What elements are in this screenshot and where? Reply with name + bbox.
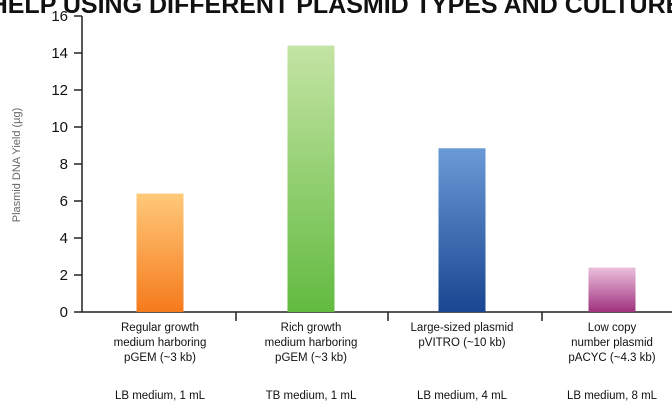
y-tick-label: 0: [60, 304, 68, 321]
y-tick-label: 2: [60, 267, 68, 284]
culture-condition-label: TB medium, 1 mL: [266, 390, 357, 402]
y-tick-label: 6: [60, 193, 68, 210]
chart-title: HELP USING DIFFERENT PLASMID TYPES AND C…: [0, 0, 672, 19]
bar: [287, 45, 335, 312]
bar: [136, 193, 184, 312]
y-tick-label: 4: [60, 230, 68, 247]
x-category-label: Low copy number plasmid pACYC (~4.3 kb): [568, 322, 655, 364]
culture-condition-label: LB medium, 8 mL: [567, 390, 658, 402]
x-category-label: Large-sized plasmid pVITRO (~10 kb): [411, 322, 514, 349]
y-tick-label: 16: [51, 8, 68, 25]
bar: [588, 267, 636, 312]
y-axis-label: Plasmid DNA Yield (µg): [11, 108, 23, 223]
culture-condition-label: LB medium, 4 mL: [417, 390, 508, 402]
y-tick-label: 12: [51, 82, 68, 99]
x-category-label: Rich growth medium harboring pGEM (~3 kb): [265, 322, 358, 364]
y-tick-label: 14: [51, 45, 68, 62]
culture-condition-label: LB medium, 1 mL: [115, 390, 206, 402]
y-tick-label: 10: [51, 119, 68, 136]
bar: [438, 148, 486, 312]
x-category-label: Regular growth medium harboring pGEM (~3 k…: [114, 322, 207, 364]
y-tick-label: 8: [60, 156, 68, 173]
